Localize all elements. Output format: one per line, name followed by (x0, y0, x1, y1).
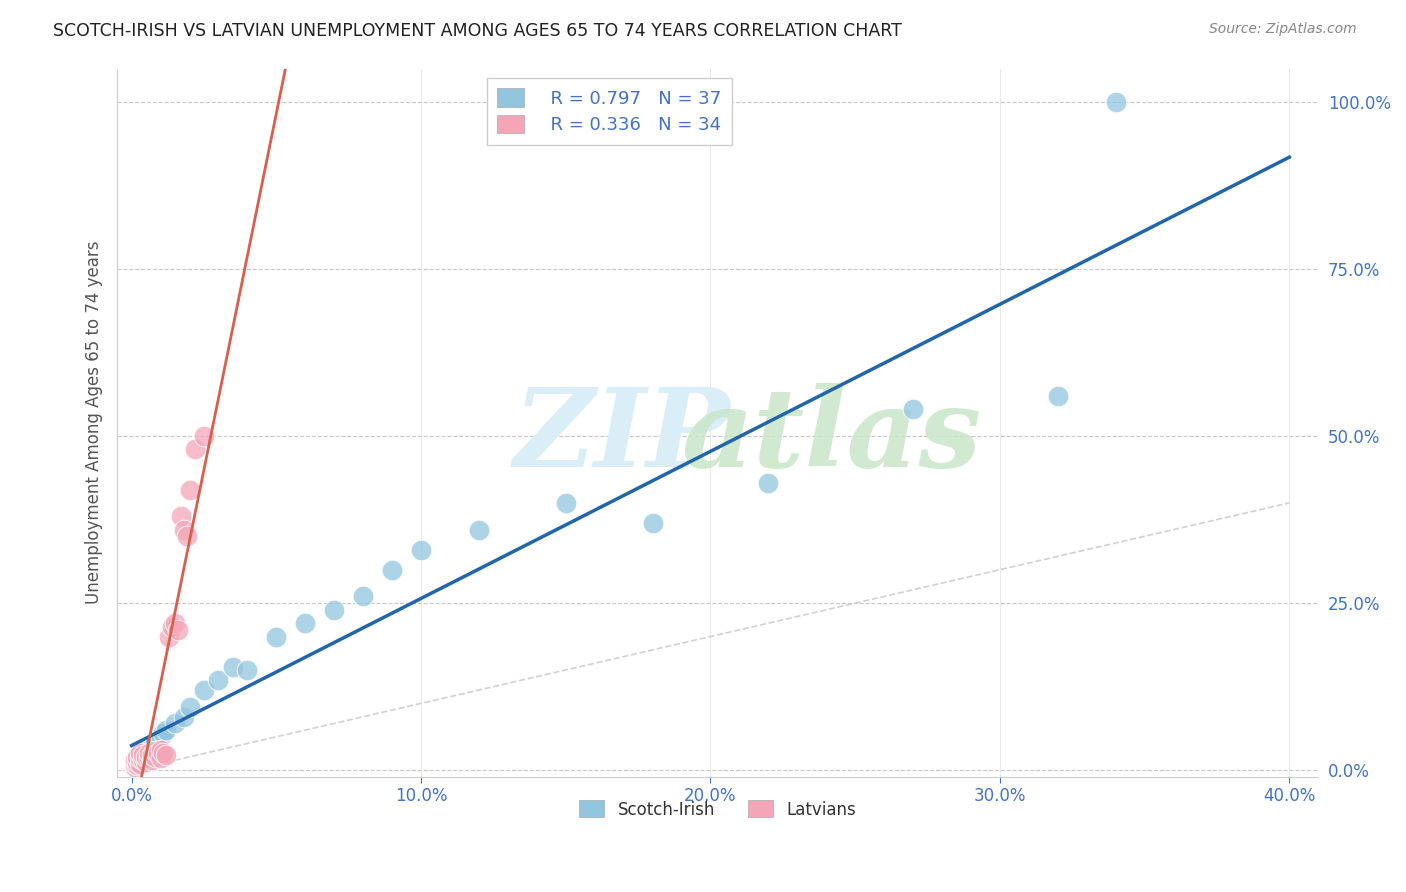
Point (135, 755, 157, 769)
Point (132, 748, 155, 763)
Point (135, 749, 157, 764)
Point (138, 747, 160, 761)
Text: atlas: atlas (682, 383, 981, 491)
Point (127, 757, 149, 772)
Point (170, 509, 193, 524)
Point (165, 616, 187, 631)
Point (641, 516, 664, 530)
Point (155, 723, 177, 737)
Point (127, 756, 149, 771)
Point (236, 663, 259, 677)
Point (129, 749, 152, 764)
Point (135, 743, 157, 757)
Point (1046, 389, 1069, 403)
Point (141, 748, 163, 763)
Point (149, 743, 172, 757)
Point (143, 749, 166, 764)
Point (143, 736, 166, 750)
Point (176, 529, 198, 543)
Point (146, 747, 169, 761)
Point (179, 483, 201, 497)
Point (155, 748, 177, 763)
Point (222, 659, 245, 673)
Point (135, 748, 157, 763)
Point (165, 716, 187, 731)
Point (323, 603, 346, 617)
Point (352, 590, 374, 604)
Point (141, 739, 163, 754)
Text: Source: ZipAtlas.com: Source: ZipAtlas.com (1209, 22, 1357, 37)
Point (193, 429, 215, 443)
Point (138, 744, 160, 758)
Point (152, 726, 174, 740)
Point (127, 753, 149, 767)
Point (149, 751, 172, 765)
Point (554, 496, 576, 510)
Point (167, 623, 190, 637)
Point (138, 751, 160, 765)
Point (1105, 95, 1128, 109)
Point (152, 747, 174, 761)
Point (207, 673, 229, 687)
Point (157, 630, 180, 644)
Point (132, 747, 155, 761)
Point (173, 710, 195, 724)
Point (409, 542, 432, 557)
Point (193, 683, 215, 698)
Point (129, 755, 152, 769)
Point (149, 730, 172, 744)
Point (127, 749, 149, 764)
Point (124, 760, 146, 774)
Point (173, 523, 195, 537)
Point (132, 751, 155, 765)
Point (124, 757, 146, 772)
Point (294, 616, 316, 631)
Point (129, 751, 152, 765)
Point (132, 753, 155, 767)
Point (901, 402, 924, 417)
Point (184, 442, 207, 457)
Point (124, 756, 146, 771)
Point (179, 699, 201, 714)
Point (129, 747, 152, 761)
Point (146, 738, 169, 752)
Point (124, 753, 146, 767)
Point (758, 475, 780, 490)
Point (124, 760, 146, 774)
Point (143, 744, 166, 758)
Y-axis label: Unemployment Among Ages 65 to 74 years: Unemployment Among Ages 65 to 74 years (86, 241, 103, 605)
Point (266, 630, 288, 644)
Text: ZIP: ZIP (513, 383, 730, 491)
Text: SCOTCH-IRISH VS LATVIAN UNEMPLOYMENT AMONG AGES 65 TO 74 YEARS CORRELATION CHART: SCOTCH-IRISH VS LATVIAN UNEMPLOYMENT AMO… (53, 22, 903, 40)
Point (129, 756, 152, 771)
Point (468, 523, 491, 537)
Point (381, 563, 404, 577)
Point (141, 753, 163, 767)
Point (127, 755, 149, 769)
Legend: Scotch-Irish, Latvians: Scotch-Irish, Latvians (572, 794, 863, 825)
Point (160, 619, 183, 633)
